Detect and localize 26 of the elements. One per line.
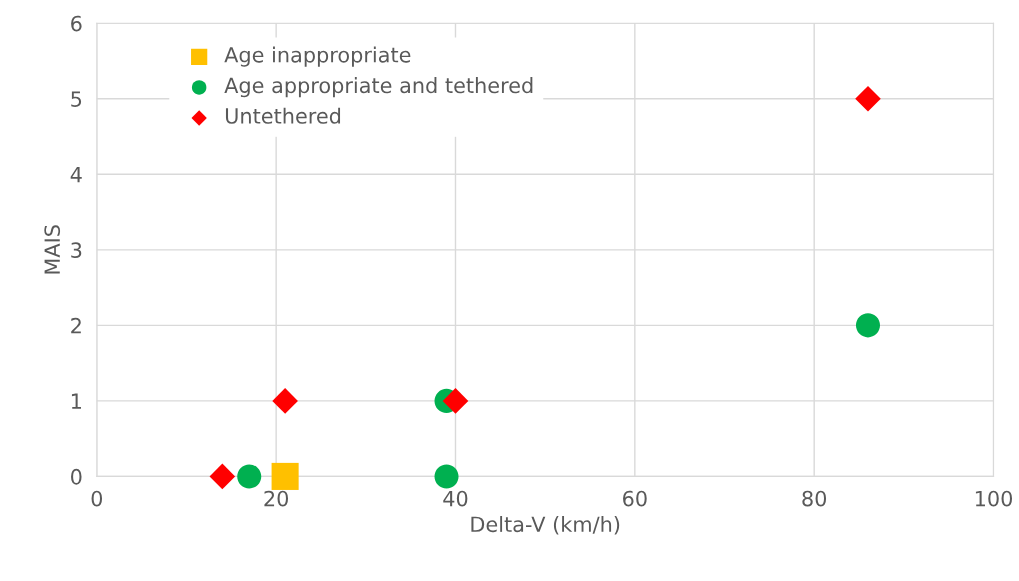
x-tick-label: 20 [264, 490, 289, 507]
y-tick-label: 0 [71, 468, 82, 485]
x-tick-label: 80 [802, 490, 827, 507]
y-tick-label: 2 [71, 317, 81, 334]
y-tick-label: 1 [71, 393, 81, 409]
x-axis-title: Delta-V (km/h) [471, 516, 620, 535]
point [442, 388, 469, 414]
point [271, 462, 299, 490]
y-axis-title: MAIS [44, 225, 61, 274]
y-tick-label: 5 [71, 91, 82, 107]
x-tick-label: 100 [975, 490, 1013, 507]
point [209, 463, 236, 490]
x-tick-label: 60 [623, 490, 647, 507]
legend-label: Untethered [225, 107, 341, 124]
y-tick-label: 3 [71, 242, 82, 259]
point [237, 464, 262, 489]
point [272, 388, 298, 414]
y-tick-label: 6 [71, 15, 82, 32]
point [434, 464, 459, 489]
y-tick-label: 4 [70, 167, 82, 183]
point [855, 85, 881, 112]
legend-label: Age appropriate and tethered [224, 77, 533, 98]
x-tick-label: 40 [443, 490, 468, 507]
x-tick-label: 0 [91, 490, 103, 507]
point [855, 313, 881, 338]
legend-label: Age inappropriate [224, 46, 411, 67]
